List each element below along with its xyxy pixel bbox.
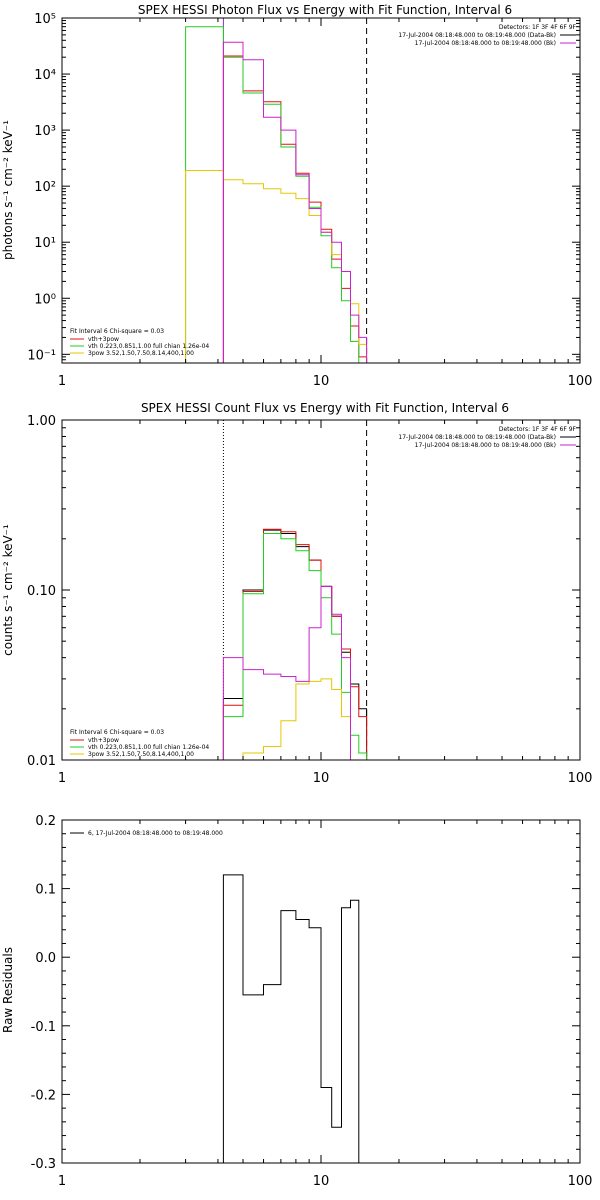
x-tick-label: 10 bbox=[313, 771, 330, 786]
y-tick-label: 0.0 bbox=[35, 951, 56, 966]
legend-fit-interval: Fit Interval 6 Chi-square = 0.03 bbox=[70, 729, 164, 736]
x-tick-label: 10 bbox=[313, 374, 330, 389]
y-axis-label: photons s⁻¹ cm⁻² keV⁻¹ bbox=[1, 120, 15, 260]
photon-flux-panel: SPEX HESSI Photon Flux vs Energy with Fi… bbox=[1, 3, 592, 389]
legend-detectors: Detectors: 1F 3F 4F 6F 9F bbox=[499, 24, 577, 31]
series-vth bbox=[222, 533, 368, 760]
legend-residuals: 6, 17-Jul-2004 08:18:48.000 to 08:19:48.… bbox=[88, 830, 223, 837]
legend-top-left: 6, 17-Jul-2004 08:18:48.000 to 08:19:48.… bbox=[70, 830, 223, 837]
legend-data-bk: 17-Jul-2004 08:18:48.000 to 08:19:48.000… bbox=[398, 32, 556, 39]
y-tick-label: 0.2 bbox=[35, 814, 56, 829]
legend-fit-interval: Fit Interval 6 Chi-square = 0.03 bbox=[70, 328, 164, 335]
x-tick-label: 10 bbox=[313, 1174, 330, 1189]
y-tick-label: 10⁰ bbox=[34, 292, 56, 307]
y-tick-label: 0.01 bbox=[27, 754, 56, 769]
series-bk bbox=[222, 585, 351, 760]
legend-top-right: Detectors: 1F 3F 4F 6F 9F 17-Jul-2004 08… bbox=[398, 426, 576, 449]
plot-frame bbox=[61, 17, 581, 364]
y-tick-label: 0.1 bbox=[35, 883, 56, 898]
y-tick-label: 10³ bbox=[34, 124, 56, 139]
chart-title: SPEX HESSI Count Flux vs Energy with Fit… bbox=[141, 401, 509, 415]
series-vth bbox=[185, 26, 367, 364]
legend-3pow: 3pow 3.52,1.50,7.50,8.14,400,1.00 bbox=[88, 751, 194, 758]
x-tick-label: 1 bbox=[58, 771, 66, 786]
series-vth-3pow bbox=[222, 528, 368, 760]
legend-bk: 17-Jul-2004 08:18:48.000 to 08:19:48.000… bbox=[415, 40, 556, 47]
legend-bk: 17-Jul-2004 08:18:48.000 to 08:19:48.000… bbox=[415, 442, 556, 449]
series-residuals bbox=[222, 874, 360, 1163]
y-tick-label: 1.00 bbox=[27, 414, 56, 429]
y-tick-label: 10⁴ bbox=[34, 68, 56, 83]
y-tick-label: -0.1 bbox=[31, 1020, 56, 1035]
legend-detectors: Detectors: 1F 3F 4F 6F 9F bbox=[499, 426, 577, 433]
x-tick-label: 1 bbox=[58, 1174, 66, 1189]
chart-title: SPEX HESSI Photon Flux vs Energy with Fi… bbox=[138, 3, 512, 17]
series-bk bbox=[222, 41, 368, 363]
legend-vth: vth 0.223,0.851,1.00 full chian 1.26e-04 bbox=[88, 343, 209, 350]
x-tick-label: 100 bbox=[568, 771, 593, 786]
y-tick-label: 0.10 bbox=[27, 584, 56, 599]
legend-top-right: Detectors: 1F 3F 4F 6F 9F 17-Jul-2004 08… bbox=[398, 24, 576, 47]
series-vth-3pow bbox=[222, 55, 368, 363]
y-tick-label: 10¹ bbox=[34, 236, 56, 251]
x-tick-label: 1 bbox=[58, 374, 66, 389]
x-tick-label: 100 bbox=[568, 1174, 593, 1189]
legend-vth: vth 0.223,0.851,1.00 full chian 1.26e-04 bbox=[88, 744, 209, 751]
count-flux-panel: SPEX HESSI Count Flux vs Energy with Fit… bbox=[1, 401, 592, 786]
legend-3pow: 3pow 3.52,1.50,7.50,8.14,400,1.00 bbox=[88, 350, 194, 357]
y-tick-label: 10⁵ bbox=[34, 12, 56, 27]
y-tick-label: 10² bbox=[34, 180, 56, 195]
legend-vth3pow: vth+3pow bbox=[88, 336, 119, 343]
y-tick-label: 10⁻¹ bbox=[27, 348, 56, 363]
legend-data-bk: 17-Jul-2004 08:18:48.000 to 08:19:48.000… bbox=[398, 434, 556, 441]
x-tick-label: 100 bbox=[568, 374, 593, 389]
legend-bottom-left: Fit Interval 6 Chi-square = 0.03 vth+3po… bbox=[70, 328, 209, 357]
series-3pow bbox=[242, 678, 351, 760]
y-axis-label: Raw Residuals bbox=[1, 947, 15, 1033]
y-tick-label: -0.3 bbox=[31, 1157, 56, 1172]
y-tick-label: -0.2 bbox=[31, 1088, 56, 1103]
series-data-bk bbox=[222, 529, 368, 760]
legend-bottom-left: Fit Interval 6 Chi-square = 0.03 vth+3po… bbox=[70, 729, 209, 758]
legend-vth3pow: vth+3pow bbox=[88, 737, 119, 744]
residuals-panel: Raw Residuals 1 10 100 0.2 0.1 0.0 -0.1 -0.2 -0.… bbox=[1, 814, 592, 1189]
y-axis-label: counts s⁻¹ cm⁻² keV⁻¹ bbox=[1, 524, 15, 656]
series-3pow bbox=[185, 170, 368, 363]
